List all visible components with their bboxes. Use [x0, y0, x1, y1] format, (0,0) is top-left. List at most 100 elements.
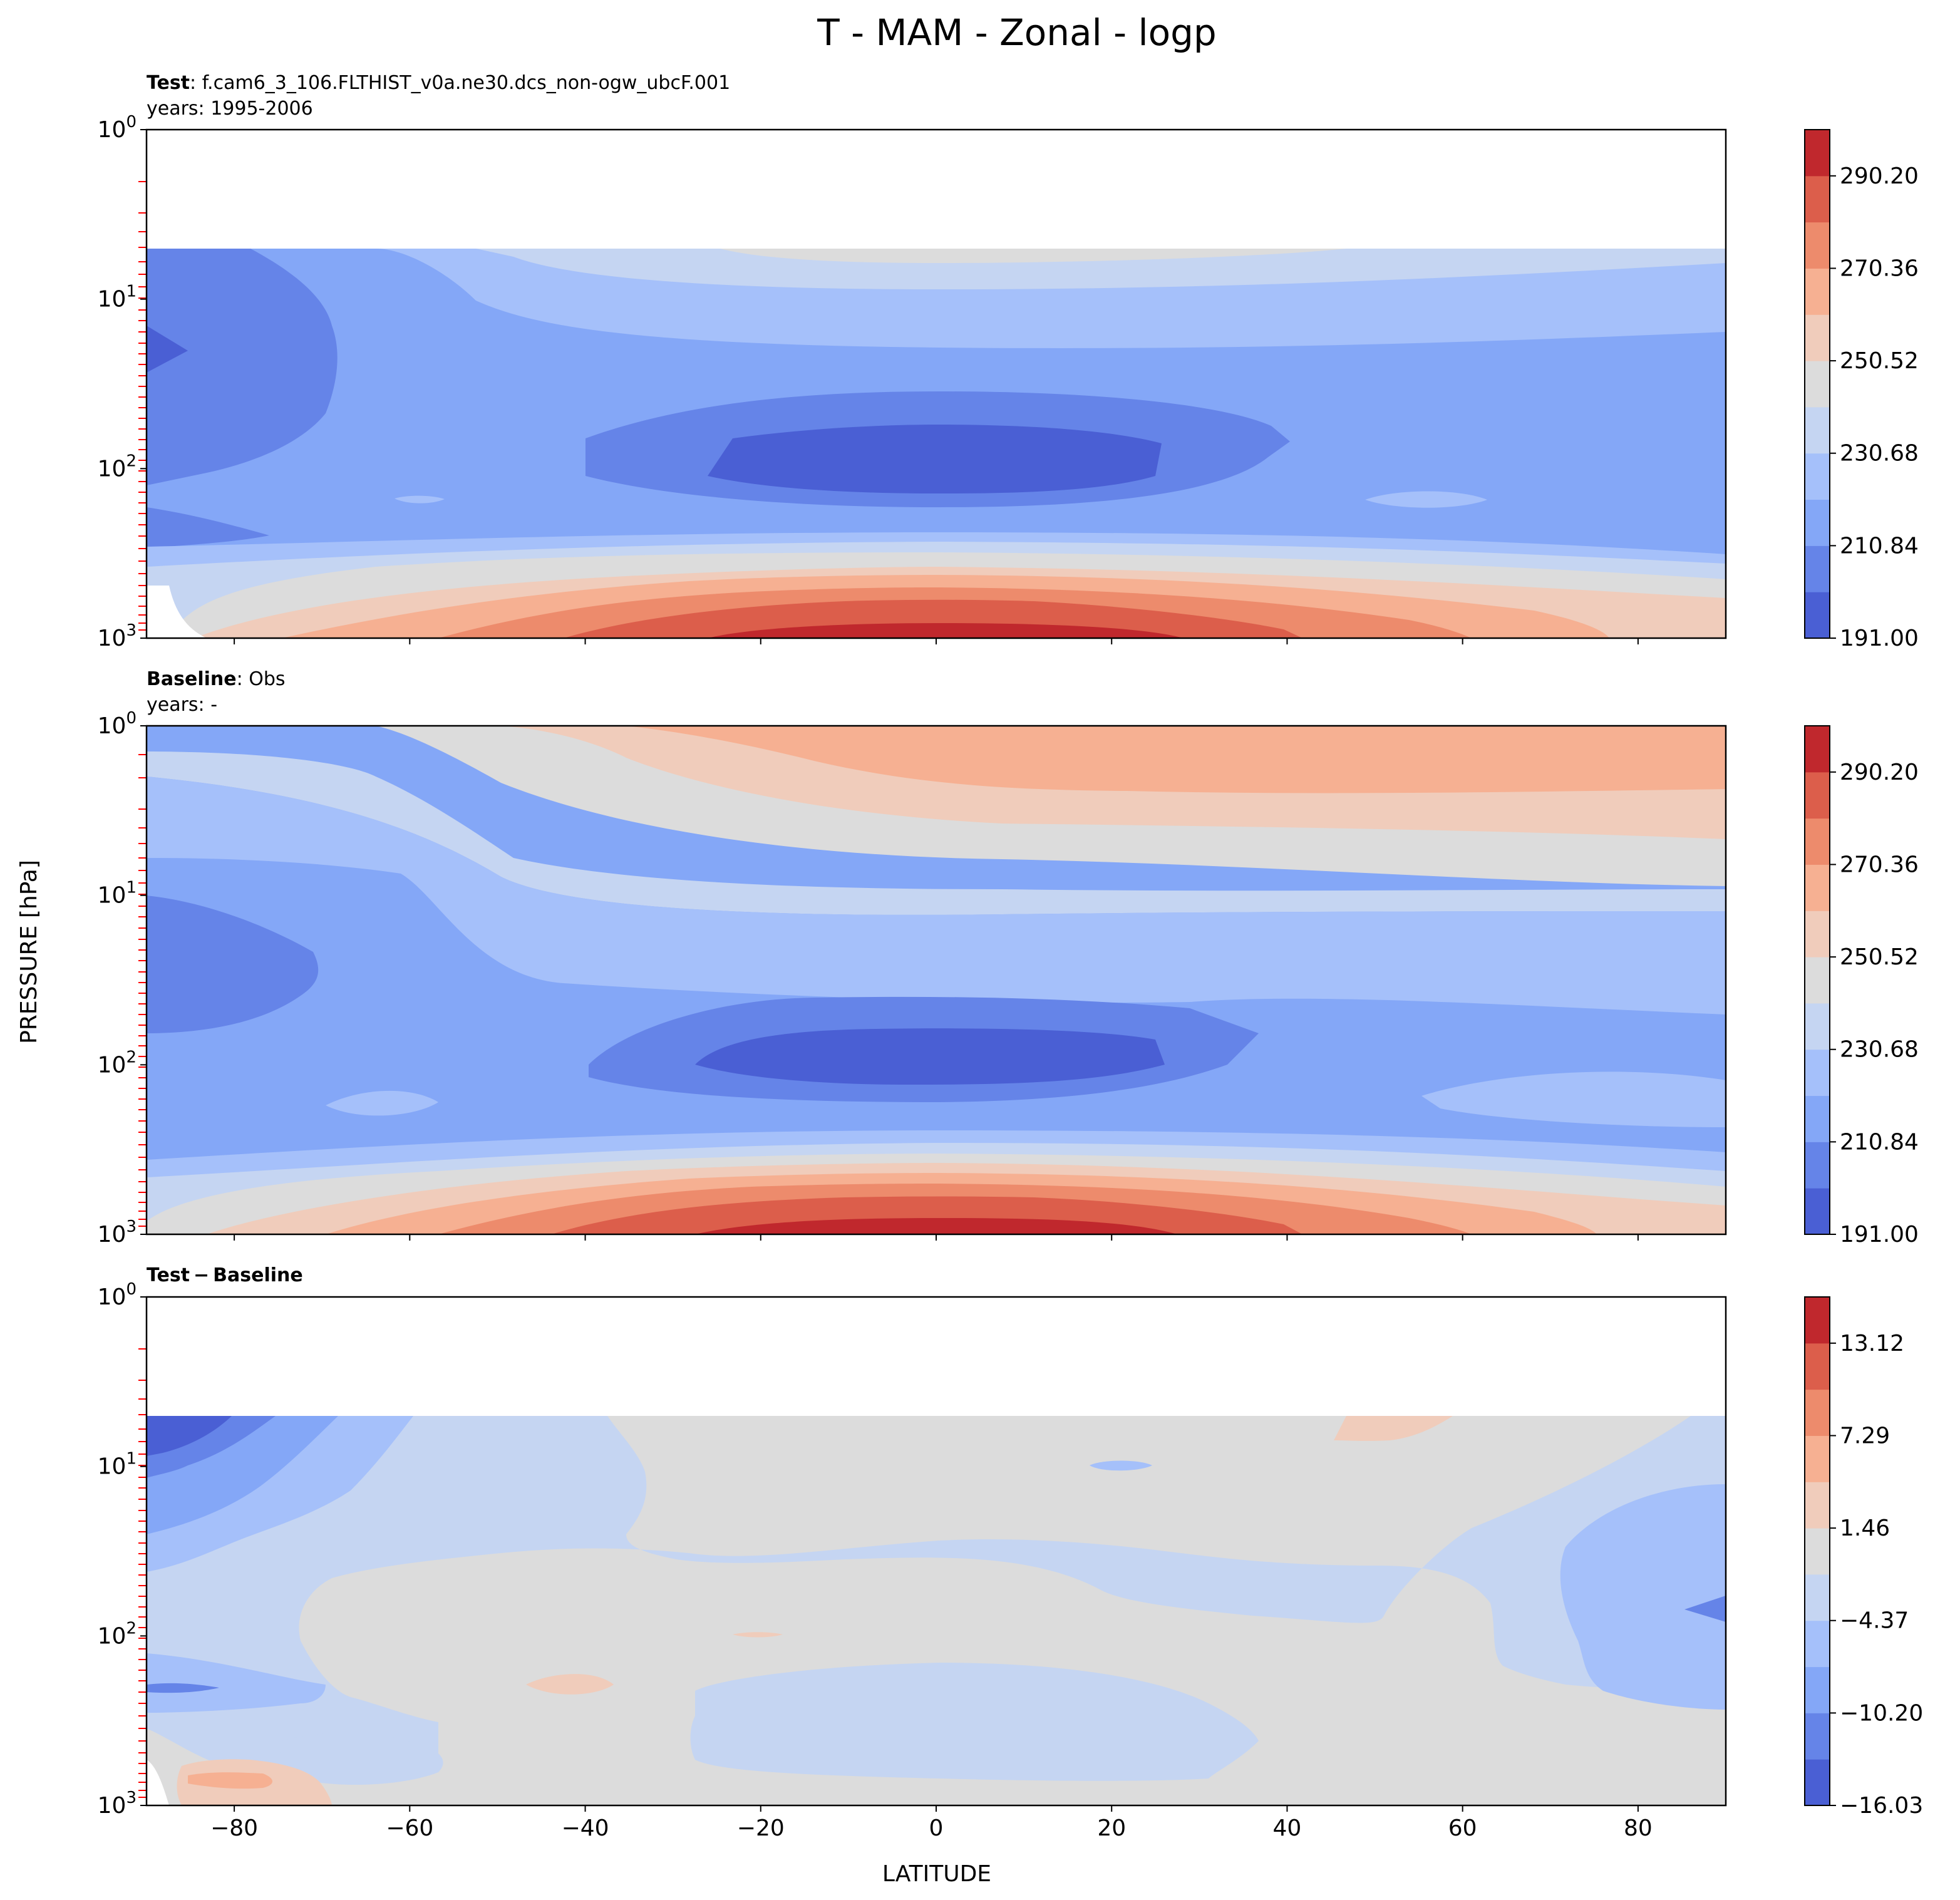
diff-colorbar-segment — [1805, 1297, 1830, 1344]
figure-title: T - MAM - Zonal - logp — [817, 11, 1216, 54]
diff-panel: Test − Baseline — [98, 1264, 1924, 1841]
diff-colorbar-segment — [1805, 1482, 1830, 1529]
diff-colorbar-label: 1.46 — [1840, 1515, 1890, 1541]
diff-colorbar-segment — [1805, 1620, 1830, 1668]
diff-x-tick-label: 20 — [1097, 1815, 1126, 1841]
baseline-contour-small-light-sh — [326, 1090, 438, 1116]
baseline-colorbar-segment — [1805, 1003, 1830, 1050]
baseline-colorbar-segment — [1805, 772, 1830, 819]
diff-contours — [147, 1297, 1726, 1805]
baseline-colorbar-label: 270.36 — [1840, 852, 1919, 877]
test-colorbar-label: 250.52 — [1840, 348, 1919, 374]
diff-x-tick-label: −20 — [737, 1815, 785, 1841]
diff-colorbar-segment — [1805, 1759, 1830, 1806]
test-contour-surface-gap — [147, 586, 207, 638]
baseline-contour-nh-lower-light — [1421, 1071, 1726, 1127]
test-label-bold: Test — [147, 72, 190, 94]
test-contour-surface-8 — [708, 623, 1184, 638]
diff-y-tick-label: 101 — [98, 1450, 137, 1480]
test-colorbar-label: 230.68 — [1840, 441, 1919, 467]
baseline-model-level-ticks — [138, 754, 147, 1227]
diff-x-tick-label: −80 — [210, 1815, 258, 1841]
diff-x-tick-label: 80 — [1624, 1815, 1653, 1841]
test-y-tick-label: 101 — [98, 282, 137, 312]
test-y-tick-label: 102 — [98, 452, 137, 482]
diff-model-level-ticks — [138, 1348, 147, 1798]
baseline-colorbar-label: 290.20 — [1840, 760, 1919, 785]
baseline-y-tick-label: 102 — [98, 1048, 137, 1078]
diff-contour-nh-negative — [1560, 1484, 1726, 1710]
test-y-tick-label: 100 — [98, 113, 137, 143]
diff-colorbar-frame — [1804, 1296, 1830, 1806]
diff-colorbar-segment — [1805, 1574, 1830, 1621]
diff-contour-surface-positive-2 — [188, 1772, 272, 1789]
diff-colorbar-segment — [1805, 1666, 1830, 1713]
baseline-contours — [147, 726, 1726, 1234]
diff-label: Test − Baseline — [147, 1264, 303, 1286]
test-contour-polar-cold — [147, 249, 338, 485]
baseline-colorbar-segment — [1805, 726, 1830, 773]
test-years: years: 1995-2006 — [147, 98, 313, 120]
y-axis-label: PRESSURE [hPa] — [16, 860, 42, 1044]
diff-contour-positive-upper — [1334, 1416, 1453, 1441]
diff-above-model-top — [147, 1297, 1726, 1416]
diff-x-tick-label: −60 — [386, 1815, 433, 1841]
baseline-colorbar-label: 250.52 — [1840, 944, 1919, 970]
test-x-axis — [234, 638, 1639, 644]
diff-contour-sh-lower-negative — [147, 1653, 326, 1713]
baseline-colorbar-label: 210.84 — [1840, 1129, 1919, 1155]
test-y-tick-label: 103 — [98, 621, 137, 651]
test-label-case: : f.cam6_3_106.FLTHIST_v0a.ne30.dcs_non-… — [190, 72, 730, 94]
diff-contour-negative-light-1 — [147, 1416, 1726, 1775]
test-contour-surface-7 — [564, 599, 1302, 638]
test-colorbar: 191.00 210.84 230.68 250.52 270.36 290.20 — [1804, 129, 1919, 651]
test-colorbar-segment — [1805, 268, 1830, 315]
test-y-axis: 100 101 102 103 — [98, 113, 147, 651]
baseline-colorbar-label: 191.00 — [1840, 1222, 1919, 1247]
diff-y-tick-label: 102 — [98, 1619, 137, 1649]
diff-x-tick-label: 60 — [1448, 1815, 1477, 1841]
baseline-panel: Baseline: Obs years: - — [98, 668, 1919, 1247]
diff-contour-negative-light-3 — [280, 1732, 443, 1785]
baseline-colorbar-frame — [1804, 725, 1830, 1235]
test-colorbar-segment — [1805, 406, 1830, 454]
diff-contour-negative-light-2 — [690, 1663, 1259, 1781]
test-label: Test: f.cam6_3_106.FLTHIST_v0a.ne30.dcs_… — [147, 72, 730, 94]
baseline-years: years: - — [147, 694, 217, 716]
baseline-colorbar-segment — [1805, 1142, 1830, 1189]
baseline-y-axis: 100 101 102 103 — [98, 709, 147, 1247]
baseline-contour-upper-warm-2 — [626, 726, 1726, 793]
baseline-colorbar-segment — [1805, 1095, 1830, 1142]
test-colorbar-label: 210.84 — [1840, 533, 1919, 559]
baseline-contour-sh-upper-light — [147, 751, 1726, 915]
diff-contour-small-negative — [1090, 1460, 1152, 1471]
baseline-colorbar-segment — [1805, 1049, 1830, 1097]
baseline-colorbar-label: 230.68 — [1840, 1037, 1919, 1063]
baseline-colorbar: 191.00 210.84 230.68 250.52 270.36 290.20 — [1804, 725, 1919, 1247]
diff-colorbar-label: −16.03 — [1840, 1793, 1923, 1819]
test-colorbar-segment — [1805, 499, 1830, 546]
test-panel: Test: f.cam6_3_106.FLTHIST_v0a.ne30.dcs_… — [98, 72, 1919, 651]
baseline-x-axis — [234, 1234, 1639, 1241]
test-colorbar-segment — [1805, 175, 1830, 223]
test-colorbar-segment — [1805, 361, 1830, 408]
test-model-level-ticks — [138, 181, 147, 631]
test-colorbar-segment — [1805, 453, 1830, 500]
test-colorbar-segment — [1805, 314, 1830, 361]
test-contour-polar-coldest — [147, 326, 188, 373]
test-contour-upper-band-2 — [476, 249, 1726, 289]
baseline-label: Baseline: Obs — [147, 668, 286, 690]
baseline-y-tick-label: 103 — [98, 1217, 137, 1247]
test-contour-small-light-nh — [1365, 491, 1487, 508]
baseline-colorbar-segment — [1805, 864, 1830, 911]
test-colorbar-segment — [1805, 592, 1830, 639]
baseline-contour-tropopause-core — [695, 1028, 1165, 1085]
test-colorbar-label: 191.00 — [1840, 626, 1919, 651]
baseline-y-tick-label: 100 — [98, 709, 137, 739]
test-colorbar-label: 290.20 — [1840, 163, 1919, 189]
diff-colorbar-label: 7.29 — [1840, 1423, 1890, 1448]
diff-colorbar-segment — [1805, 1343, 1830, 1390]
baseline-colorbar-segment — [1805, 818, 1830, 865]
test-colorbar-segment — [1805, 222, 1830, 269]
